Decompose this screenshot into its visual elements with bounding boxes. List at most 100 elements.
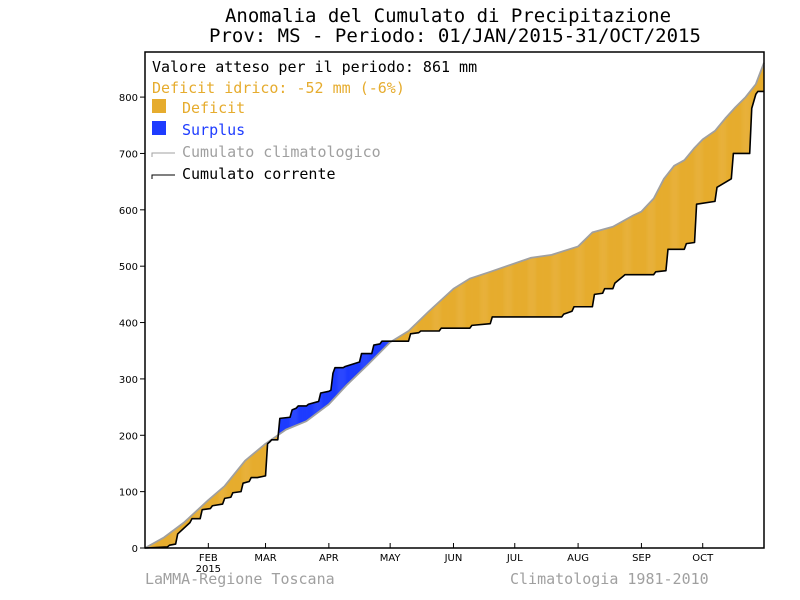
deficit-area [761,67,763,92]
deficit-area [473,277,475,326]
deficit-area [172,531,173,545]
deficit-area [512,264,513,317]
deficit-area [486,273,487,325]
deficit-area [660,185,662,272]
deficit-area [215,493,217,506]
deficit-area [688,154,690,244]
deficit-area [527,259,528,317]
deficit-area [178,526,180,533]
surplus-area [334,368,336,398]
deficit-area [444,296,446,329]
deficit-area [685,158,687,245]
surplus-area [354,363,356,377]
surplus-area [290,414,292,428]
deficit-area [186,519,188,526]
surplus-area [325,392,327,407]
deficit-area [170,532,171,546]
deficit-area [542,256,544,317]
deficit-area [399,336,401,342]
legend-deficit-label: Deficit [182,99,245,117]
deficit-area [227,481,229,498]
deficit-area [758,76,760,92]
deficit-area [757,79,759,92]
surplus-area [317,401,318,413]
deficit-area [223,486,225,501]
deficit-area [200,507,201,518]
deficit-area [487,272,489,324]
deficit-area [610,227,612,289]
deficit-area [604,228,606,289]
deficit-area [616,224,618,282]
deficit-area [242,463,244,485]
deficit-area [635,214,637,275]
deficit-area [650,202,651,275]
deficit-area [593,232,595,300]
deficit-area [403,333,405,342]
deficit-area [533,257,535,317]
deficit-area [185,520,187,527]
deficit-area [458,285,459,329]
deficit-area [509,265,511,317]
deficit-area [579,244,581,307]
deficit-area [255,451,257,478]
deficit-area [645,207,646,275]
deficit-area [560,252,561,317]
surplus-area [382,341,384,350]
deficit-area [745,96,747,154]
surplus-area [292,409,293,427]
deficit-area [685,158,687,246]
deficit-area [721,123,722,185]
surplus-area [319,398,320,412]
deficit-area [260,447,262,477]
deficit-area [622,221,624,277]
deficit-area [522,260,524,317]
deficit-area [752,87,754,104]
deficit-area [690,152,692,244]
deficit-area [572,248,574,309]
surplus-area [369,353,370,364]
deficit-area [669,171,671,250]
deficit-area [711,132,713,202]
deficit-area [686,156,688,244]
current-line [144,90,764,549]
deficit-area [728,114,730,181]
surplus-area [360,356,362,372]
deficit-area [511,264,513,317]
deficit-area [449,291,451,329]
surplus-area [359,360,361,373]
deficit-area [459,284,461,329]
deficit-area [210,497,212,508]
deficit-area [726,116,728,182]
deficit-area [448,293,450,329]
deficit-area [663,179,665,271]
deficit-area [193,513,194,519]
deficit-area [643,208,645,275]
deficit-area [236,471,238,493]
deficit-area [152,543,154,548]
deficit-area [607,228,608,289]
deficit-area [596,231,598,295]
deficit-area [648,203,650,275]
deficit-area [537,256,539,317]
chart-title: Anomalia del Cumulato di Precipitazione [225,5,671,27]
deficit-area [215,493,217,506]
deficit-area [470,278,472,327]
deficit-area [645,206,647,275]
x-tick-label: APR [319,553,339,564]
surplus-area [317,401,319,413]
deficit-area [439,301,441,330]
surplus-area [355,363,357,376]
deficit-area [656,193,657,272]
surplus-area [381,341,383,351]
deficit-area [173,530,175,545]
surplus-area [349,365,351,383]
deficit-area [591,232,593,307]
deficit-area [248,457,249,482]
deficit-area [664,177,666,271]
deficit-area [681,161,683,250]
deficit-area [199,508,200,519]
deficit-area [665,175,667,269]
deficit-area [202,505,204,510]
legend-current-line [151,174,175,179]
deficit-area [568,249,570,313]
